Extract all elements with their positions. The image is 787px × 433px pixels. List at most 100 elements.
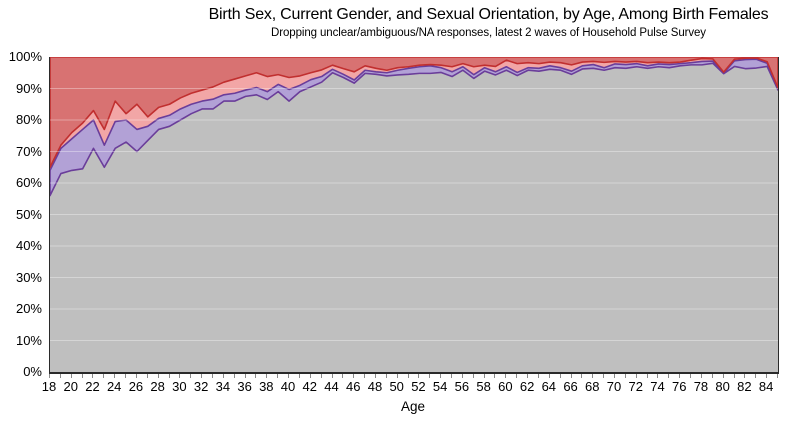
- x-axis-tick-label-48: 48: [367, 379, 383, 394]
- x-tick-74: [657, 374, 659, 378]
- x-axis-tick-label-20: 20: [63, 379, 78, 394]
- x-tick-51: [407, 374, 409, 378]
- x-axis-tick-label-40: 40: [280, 379, 296, 394]
- y-axis-tick-label-100: 100%: [8, 49, 42, 64]
- x-tick-35: [233, 374, 235, 378]
- y-axis-tick-label-10: 10%: [15, 332, 42, 348]
- x-axis-tick-label-42: 42: [302, 379, 317, 394]
- x-tick-18: [49, 374, 50, 378]
- x-axis-tick-label-64: 64: [541, 379, 557, 394]
- x-tick-64: [548, 374, 550, 378]
- x-axis-tick-label-84: 84: [758, 379, 774, 394]
- x-tick-70: [614, 374, 615, 378]
- x-axis-tick-label-52: 52: [411, 379, 426, 394]
- x-tick-36: [244, 374, 246, 378]
- x-axis-tick-label-32: 32: [193, 379, 209, 394]
- y-axis-tick-label-30: 30%: [15, 269, 42, 285]
- x-tick-65: [559, 374, 561, 378]
- x-tick-72: [635, 374, 637, 378]
- x-tick-76: [679, 374, 681, 378]
- x-tick-39: [277, 374, 279, 378]
- red-band-area: [50, 57, 778, 169]
- x-tick-61: [516, 374, 518, 378]
- x-tick-83: [755, 374, 757, 378]
- x-axis-tick-label-82: 82: [737, 379, 752, 394]
- x-axis-tick-label-62: 62: [519, 379, 535, 394]
- x-tick-48: [374, 374, 376, 378]
- x-tick-41: [298, 374, 300, 378]
- x-axis-tick-label-56: 56: [454, 379, 470, 394]
- x-tick-57: [472, 374, 474, 378]
- x-axis-tick-label-66: 66: [563, 379, 578, 394]
- x-tick-21: [81, 374, 83, 378]
- chart-title: Birth Sex, Current Gender, and Sexual Or…: [208, 6, 769, 23]
- x-tick-68: [592, 374, 594, 378]
- chart-header: Birth Sex, Current Gender, and Sexual Or…: [190, 6, 787, 39]
- gray-band-area: [50, 63, 778, 372]
- x-tick-67: [581, 374, 583, 378]
- x-tick-53: [429, 374, 431, 378]
- x-tick-30: [179, 374, 181, 378]
- x-tick-55: [451, 374, 453, 378]
- x-tick-59: [494, 374, 496, 378]
- y-axis-tick-label-90: 90%: [15, 80, 42, 96]
- x-axis-tick-label-54: 54: [432, 379, 448, 394]
- x-tick-24: [114, 374, 116, 378]
- x-tick-82: [744, 374, 746, 378]
- x-tick-25: [125, 374, 127, 378]
- x-tick-73: [646, 374, 648, 378]
- x-tick-60: [505, 374, 507, 378]
- x-tick-22: [92, 374, 94, 378]
- x-tick-42: [309, 374, 311, 378]
- x-tick-43: [320, 374, 322, 378]
- x-axis-tick-label-24: 24: [106, 379, 122, 394]
- x-axis-tick-label-18: 18: [41, 379, 57, 394]
- x-axis-tick-label-68: 68: [585, 379, 600, 394]
- chart-subtitle: Dropping unclear/ambiguous/NA responses,…: [271, 27, 706, 39]
- x-tick-33: [211, 374, 213, 378]
- x-tick-77: [690, 374, 692, 378]
- x-tick-38: [266, 374, 268, 378]
- y-axis-tick-label-20: 20%: [15, 301, 42, 316]
- x-tick-80: [722, 374, 724, 378]
- x-axis-tick-label-38: 38: [259, 379, 274, 394]
- x-tick-58: [483, 374, 485, 378]
- plot-area: [49, 57, 779, 374]
- x-tick-32: [201, 374, 203, 378]
- x-tick-26: [135, 374, 137, 378]
- x-tick-56: [461, 374, 463, 378]
- x-axis-tick-label-36: 36: [237, 379, 252, 394]
- x-tick-71: [624, 374, 626, 378]
- x-tick-47: [364, 374, 366, 378]
- x-tick-44: [331, 374, 333, 378]
- x-tick-49: [385, 374, 387, 378]
- x-tick-54: [440, 374, 442, 378]
- x-axis-tick-label-50: 50: [389, 379, 404, 394]
- x-axis-tick-label-34: 34: [215, 379, 231, 394]
- x-tick-40: [288, 374, 290, 378]
- x-tick-69: [603, 374, 605, 378]
- x-tick-46: [353, 374, 355, 378]
- x-axis-tick-label-60: 60: [498, 379, 513, 394]
- x-tick-63: [537, 374, 539, 378]
- x-tick-29: [168, 374, 170, 378]
- x-tick-28: [157, 374, 159, 378]
- x-axis-tick-label-78: 78: [693, 379, 709, 394]
- x-tick-27: [146, 374, 148, 378]
- x-tick-75: [668, 374, 670, 378]
- purple-band-area: [50, 58, 778, 197]
- x-tick-19: [59, 374, 61, 378]
- y-axis-tick-label-80: 80%: [15, 112, 42, 127]
- x-tick-50: [396, 374, 398, 378]
- x-axis-tick-label-26: 26: [128, 379, 144, 394]
- x-axis-tick-label-80: 80: [715, 379, 730, 394]
- x-tick-81: [733, 374, 735, 378]
- x-axis-tick-label-58: 58: [476, 379, 491, 394]
- x-axis-title: Age: [400, 399, 426, 414]
- x-axis-tick-label-72: 72: [628, 379, 643, 394]
- x-tick-78: [700, 374, 702, 378]
- x-tick-37: [255, 374, 257, 378]
- x-axis-tick-label-70: 70: [606, 379, 622, 394]
- x-axis-tick-label-74: 74: [650, 379, 665, 394]
